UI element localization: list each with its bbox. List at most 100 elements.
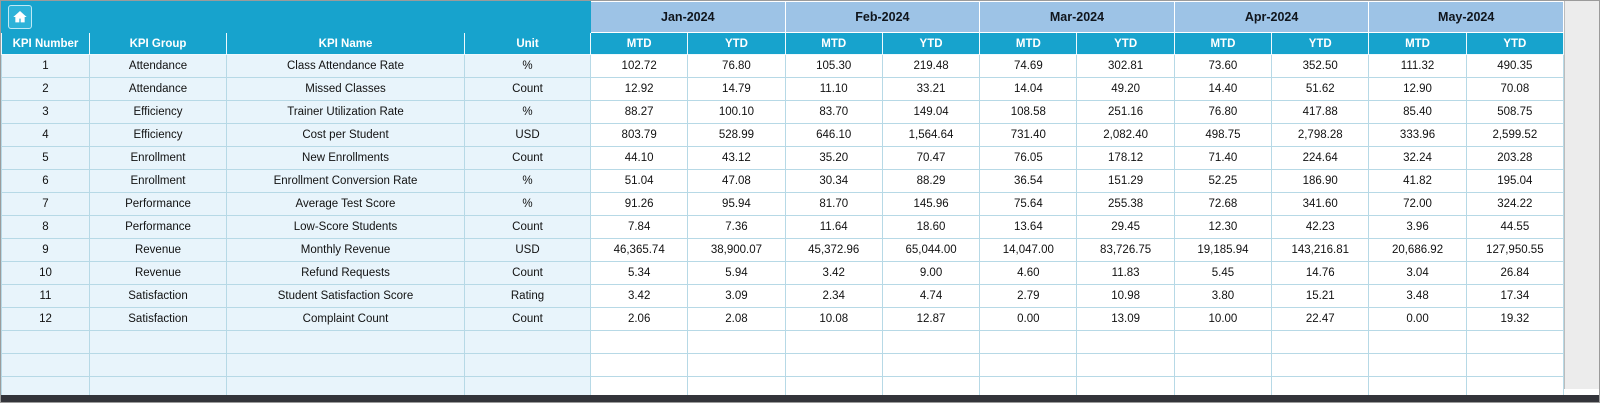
cell-kpi-number[interactable]: 11 bbox=[1, 284, 90, 308]
cell-value[interactable]: 333.96 bbox=[1368, 123, 1467, 147]
cell-kpi-group[interactable]: Performance bbox=[89, 192, 227, 216]
cell-empty[interactable] bbox=[1173, 330, 1273, 354]
cell-kpi-group[interactable]: Performance bbox=[89, 215, 227, 239]
cell-value[interactable]: 2.79 bbox=[979, 284, 1078, 308]
cell-kpi-number[interactable]: 4 bbox=[1, 123, 90, 147]
cell-value[interactable]: 195.04 bbox=[1465, 169, 1565, 193]
cell-kpi-name[interactable]: Missed Classes bbox=[226, 77, 465, 101]
cell-value[interactable]: 102.72 bbox=[589, 54, 689, 78]
cell-empty[interactable] bbox=[89, 376, 227, 397]
cell-value[interactable]: 88.29 bbox=[881, 169, 981, 193]
cell-value[interactable]: 2,082.40 bbox=[1076, 123, 1175, 147]
cell-kpi-number[interactable]: 1 bbox=[1, 54, 90, 78]
cell-kpi-number[interactable]: 2 bbox=[1, 77, 90, 101]
cell-value[interactable]: 4.60 bbox=[979, 261, 1078, 285]
cell-kpi-number[interactable]: 5 bbox=[1, 146, 90, 170]
cell-empty[interactable] bbox=[881, 330, 981, 354]
cell-kpi-group[interactable]: Attendance bbox=[89, 77, 227, 101]
cell-empty[interactable] bbox=[1271, 376, 1370, 397]
cell-kpi-number[interactable]: 8 bbox=[1, 215, 90, 239]
cell-kpi-number[interactable]: 10 bbox=[1, 261, 90, 285]
cell-empty[interactable] bbox=[1076, 376, 1175, 397]
cell-value[interactable]: 71.40 bbox=[1173, 146, 1273, 170]
cell-value[interactable]: 100.10 bbox=[687, 100, 786, 124]
cell-kpi-name[interactable]: Trainer Utilization Rate bbox=[226, 100, 465, 124]
cell-value[interactable]: 36.54 bbox=[979, 169, 1078, 193]
cell-kpi-name[interactable]: Low-Score Students bbox=[226, 215, 465, 239]
cell-value[interactable]: 224.64 bbox=[1271, 146, 1370, 170]
cell-value[interactable]: 0.00 bbox=[979, 307, 1078, 331]
cell-empty[interactable] bbox=[1, 376, 90, 397]
cell-value[interactable]: 14.76 bbox=[1271, 261, 1370, 285]
cell-empty[interactable] bbox=[687, 376, 786, 397]
cell-value[interactable]: 47.08 bbox=[687, 169, 786, 193]
cell-value[interactable]: 2,599.52 bbox=[1465, 123, 1565, 147]
cell-value[interactable]: 14.04 bbox=[979, 77, 1078, 101]
cell-value[interactable]: 70.47 bbox=[881, 146, 981, 170]
cell-unit[interactable]: Count bbox=[464, 215, 591, 239]
cell-kpi-number[interactable]: 9 bbox=[1, 238, 90, 262]
cell-unit[interactable]: USD bbox=[464, 123, 591, 147]
cell-kpi-name[interactable]: Class Attendance Rate bbox=[226, 54, 465, 78]
cell-empty[interactable] bbox=[89, 330, 227, 354]
cell-value[interactable]: 3.04 bbox=[1368, 261, 1467, 285]
cell-unit[interactable]: % bbox=[464, 54, 591, 78]
cell-value[interactable]: 41.82 bbox=[1368, 169, 1467, 193]
cell-value[interactable]: 38,900.07 bbox=[687, 238, 786, 262]
cell-empty[interactable] bbox=[979, 330, 1078, 354]
cell-value[interactable]: 12.92 bbox=[589, 77, 689, 101]
cell-value[interactable]: 2.08 bbox=[687, 307, 786, 331]
cell-value[interactable]: 1,564.64 bbox=[881, 123, 981, 147]
cell-empty[interactable] bbox=[464, 330, 591, 354]
cell-value[interactable]: 9.00 bbox=[881, 261, 981, 285]
cell-value[interactable]: 731.40 bbox=[979, 123, 1078, 147]
cell-value[interactable]: 127,950.55 bbox=[1465, 238, 1565, 262]
cell-value[interactable]: 341.60 bbox=[1271, 192, 1370, 216]
cell-unit[interactable]: Count bbox=[464, 261, 591, 285]
cell-value[interactable]: 19.32 bbox=[1465, 307, 1565, 331]
cell-empty[interactable] bbox=[881, 376, 981, 397]
cell-value[interactable]: 73.60 bbox=[1173, 54, 1273, 78]
cell-value[interactable]: 11.83 bbox=[1076, 261, 1175, 285]
cell-value[interactable]: 43.12 bbox=[687, 146, 786, 170]
cell-kpi-group[interactable]: Enrollment bbox=[89, 146, 227, 170]
cell-value[interactable]: 803.79 bbox=[589, 123, 689, 147]
cell-empty[interactable] bbox=[1465, 376, 1565, 397]
cell-value[interactable]: 91.26 bbox=[589, 192, 689, 216]
cell-value[interactable]: 5.45 bbox=[1173, 261, 1273, 285]
cell-value[interactable]: 83,726.75 bbox=[1076, 238, 1175, 262]
cell-value[interactable]: 51.62 bbox=[1271, 77, 1370, 101]
cell-value[interactable]: 3.42 bbox=[589, 284, 689, 308]
cell-kpi-name[interactable]: Refund Requests bbox=[226, 261, 465, 285]
cell-value[interactable]: 3.42 bbox=[784, 261, 883, 285]
cell-value[interactable]: 85.40 bbox=[1368, 100, 1467, 124]
cell-empty[interactable] bbox=[1076, 353, 1175, 377]
cell-empty[interactable] bbox=[881, 353, 981, 377]
cell-empty[interactable] bbox=[464, 376, 591, 397]
cell-value[interactable]: 20,686.92 bbox=[1368, 238, 1467, 262]
cell-value[interactable]: 12.30 bbox=[1173, 215, 1273, 239]
cell-value[interactable]: 151.29 bbox=[1076, 169, 1175, 193]
cell-empty[interactable] bbox=[1271, 353, 1370, 377]
cell-value[interactable]: 490.35 bbox=[1465, 54, 1565, 78]
cell-value[interactable]: 13.64 bbox=[979, 215, 1078, 239]
cell-empty[interactable] bbox=[1465, 330, 1565, 354]
cell-kpi-group[interactable]: Attendance bbox=[89, 54, 227, 78]
cell-kpi-group[interactable]: Revenue bbox=[89, 261, 227, 285]
cell-value[interactable]: 83.70 bbox=[784, 100, 883, 124]
cell-kpi-number[interactable]: 7 bbox=[1, 192, 90, 216]
cell-value[interactable]: 13.09 bbox=[1076, 307, 1175, 331]
cell-empty[interactable] bbox=[784, 353, 883, 377]
cell-value[interactable]: 302.81 bbox=[1076, 54, 1175, 78]
cell-value[interactable]: 74.69 bbox=[979, 54, 1078, 78]
cell-kpi-group[interactable]: Revenue bbox=[89, 238, 227, 262]
cell-value[interactable]: 29.45 bbox=[1076, 215, 1175, 239]
cell-empty[interactable] bbox=[226, 376, 465, 397]
cell-value[interactable]: 19,185.94 bbox=[1173, 238, 1273, 262]
cell-empty[interactable] bbox=[1, 353, 90, 377]
cell-value[interactable]: 12.87 bbox=[881, 307, 981, 331]
cell-value[interactable]: 149.04 bbox=[881, 100, 981, 124]
cell-value[interactable]: 76.80 bbox=[1173, 100, 1273, 124]
cell-value[interactable]: 45,372.96 bbox=[784, 238, 883, 262]
cell-empty[interactable] bbox=[979, 376, 1078, 397]
